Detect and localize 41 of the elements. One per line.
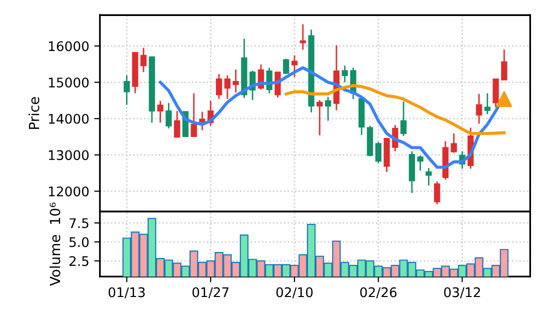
y-tick-label: 12000 xyxy=(48,186,89,196)
y-tick-label: 15000 xyxy=(48,78,89,88)
x-tick-label: 02/10 xyxy=(276,287,313,298)
candlestick xyxy=(199,111,206,131)
candlestick xyxy=(316,99,323,136)
candlestick xyxy=(492,78,499,108)
candlestick xyxy=(283,58,290,75)
x-tick-label: 03/12 xyxy=(444,287,480,298)
candlestick xyxy=(484,92,490,115)
candlestick xyxy=(140,47,147,73)
candlestick xyxy=(342,64,348,83)
x-tick-label: 02/26 xyxy=(360,287,397,298)
candlestick xyxy=(476,93,482,124)
x-tick-label: 01/27 xyxy=(192,287,229,298)
candlestick xyxy=(501,48,508,80)
y-tick-label: 5.0 xyxy=(70,237,89,248)
candlestick xyxy=(324,96,332,122)
y-tick-label: 16000 xyxy=(48,41,89,52)
y-tick-label: 14000 xyxy=(48,114,89,124)
y-axis-title: Volume 10⁶ xyxy=(50,202,60,286)
candlestick xyxy=(291,54,298,78)
y-tick-label: 13000 xyxy=(48,150,89,160)
x-tick-label: 01/13 xyxy=(108,287,145,298)
candlestick xyxy=(124,74,130,106)
candlestick xyxy=(300,24,306,50)
candlestick xyxy=(190,92,197,138)
candlestick xyxy=(375,141,382,164)
y-tick-label: 7.5 xyxy=(70,218,88,228)
candlestick xyxy=(426,167,432,186)
candlestick xyxy=(232,68,239,94)
candlestick xyxy=(417,154,424,172)
candlestick xyxy=(434,180,440,205)
candlestick xyxy=(157,100,164,124)
candlestick xyxy=(174,110,180,138)
candlestick xyxy=(450,132,457,154)
candlestick xyxy=(400,100,407,137)
y-tick-label: 2.5 xyxy=(69,256,88,266)
candlestick xyxy=(166,102,172,130)
candlestick xyxy=(224,74,230,100)
y-axis-title: Price xyxy=(28,97,40,129)
candlestick xyxy=(216,73,222,100)
